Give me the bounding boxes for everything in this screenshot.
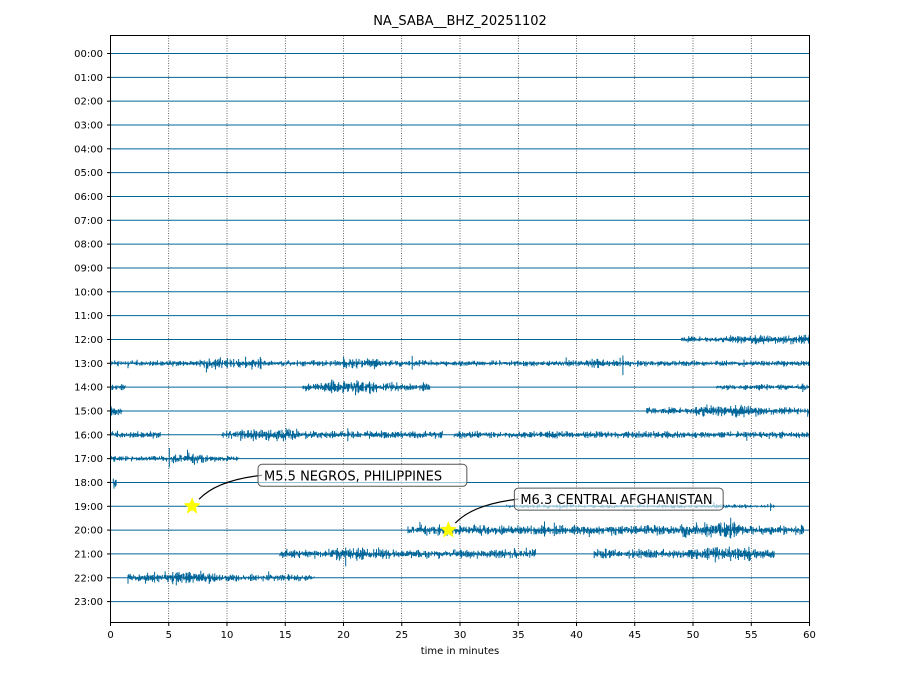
x-tick-label: 20 — [337, 630, 350, 641]
annotation-box — [513, 487, 724, 511]
x-axis: 0 5 10 15 20 25 30 35 40 45 50 55 60 — [107, 622, 816, 641]
event-star-icon — [183, 497, 201, 514]
y-tick-label: 03:00 — [74, 120, 103, 131]
annotation-box — [257, 463, 468, 487]
y-tick-label: 12:00 — [74, 335, 103, 346]
y-tick-label: 22:00 — [74, 573, 103, 584]
trace-row-07:00 — [110, 219, 810, 221]
event-annotation: M5.5 NEGROS, PHILIPPINES — [183, 463, 468, 514]
y-tick-label: 20:00 — [74, 526, 103, 537]
y-tick-label: 08:00 — [74, 240, 103, 251]
y-tick-label: 23:00 — [74, 597, 103, 608]
x-tick-label: 55 — [745, 630, 758, 641]
seismic-traces — [110, 53, 810, 603]
y-tick-label: 09:00 — [74, 263, 103, 274]
y-tick-label: 00:00 — [74, 49, 103, 60]
y-tick-label: 11:00 — [74, 311, 103, 322]
trace-row-09:00 — [110, 267, 810, 269]
x-tick-label: 40 — [570, 630, 583, 641]
y-tick-label: 06:00 — [74, 192, 103, 203]
trace-row-00:00 — [110, 53, 810, 54]
x-tick-label: 50 — [687, 630, 700, 641]
y-tick-label: 21:00 — [74, 549, 103, 560]
trace-row-05:00 — [110, 172, 810, 174]
y-tick-label: 02:00 — [74, 97, 103, 108]
y-tick-label: 17:00 — [74, 454, 103, 465]
y-tick-label: 14:00 — [74, 383, 103, 394]
y-tick-label: 07:00 — [74, 216, 103, 227]
trace-row-06:00 — [110, 195, 810, 197]
trace-row-11:00 — [110, 315, 810, 317]
trace-row-04:00 — [110, 148, 810, 150]
y-tick-label: 05:00 — [74, 168, 103, 179]
y-tick-label: 10:00 — [74, 287, 103, 298]
trace-row-03:00 — [110, 124, 810, 126]
chart-title: NA_SABA__BHZ_20251102 — [373, 14, 547, 29]
event-label: M6.3 CENTRAL AFGHANISTAN — [520, 493, 712, 508]
x-tick-label: 35 — [512, 630, 525, 641]
x-tick-label: 15 — [279, 630, 292, 641]
x-tick-label: 60 — [803, 630, 816, 641]
trace-row-10:00 — [110, 291, 810, 293]
y-axis: 00:00 01:00 02:00 03:00 04:00 05:00 06:00 07:00… — [74, 49, 111, 608]
x-tick-label: 25 — [395, 630, 408, 641]
trace-row-23:00 — [110, 601, 810, 603]
x-tick-label: 10 — [221, 630, 234, 641]
trace-row-16:00 — [110, 428, 810, 442]
x-tick-label: 30 — [454, 630, 467, 641]
y-tick-label: 15:00 — [74, 406, 103, 417]
trace-row-14:00 — [110, 379, 810, 396]
y-tick-label: 04:00 — [74, 144, 103, 155]
grid-lines — [168, 35, 752, 623]
event-label: M5.5 NEGROS, PHILIPPINES — [264, 469, 442, 484]
y-tick-label: 01:00 — [74, 73, 103, 84]
event-annotations: M5.5 NEGROS, PHILIPPINES M6.3 CENTRAL AFG… — [183, 463, 724, 538]
y-tick-label: 19:00 — [74, 502, 103, 513]
y-tick-label: 18:00 — [74, 478, 103, 489]
annotation-arrow — [454, 498, 519, 524]
x-tick-label: 45 — [628, 630, 641, 641]
y-tick-label: 16:00 — [74, 430, 103, 441]
x-tick-label: 0 — [107, 630, 113, 641]
event-annotation: M6.3 CENTRAL AFGHANISTAN — [439, 487, 724, 538]
trace-row-01:00 — [110, 76, 810, 78]
trace-row-02:00 — [110, 100, 810, 102]
x-axis-label: time in minutes — [421, 646, 500, 657]
y-tick-label: 13:00 — [74, 359, 103, 370]
trace-row-08:00 — [110, 243, 810, 245]
x-tick-label: 5 — [166, 630, 172, 641]
annotation-arrow — [198, 474, 263, 500]
event-star-icon — [439, 521, 457, 538]
